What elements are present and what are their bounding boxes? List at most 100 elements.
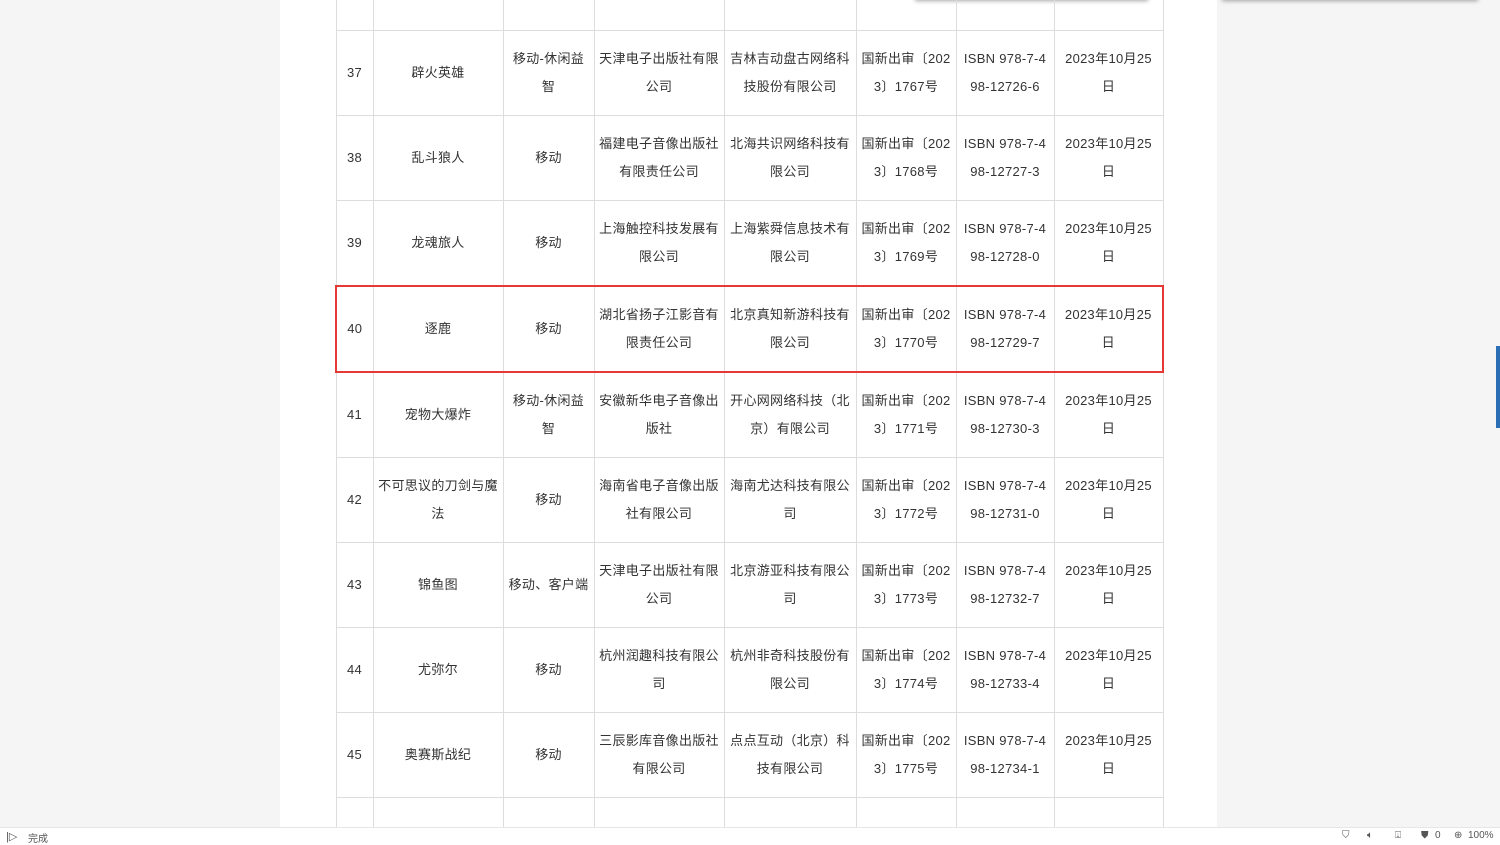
table-row: 42 不可思议的刀剑与魔法 移动 海南省电子音像出版社有限公司 海南尤达科技有限公司 国新… [335, 457, 1164, 543]
status-text: 完成 [28, 834, 48, 845]
cell-isbn: ISBN 978-7-498-12734-1 [955, 712, 1055, 798]
cell-type: 移动 [502, 115, 595, 201]
table-row: 37 辟火英雄 移动-休闲益智 天津电子出版社有限公司 吉林吉动盘古网络科技股份有限公司… [335, 30, 1164, 116]
table-row: 38 乱斗狼人 移动 福建电子音像出版社有限责任公司 北海共识网络科技有限公司 国新出审〔… [335, 115, 1164, 201]
cell-operator: 北京游亚科技有限公司 [723, 542, 857, 628]
table-row: 44 尤弥尔 移动 杭州润趣科技有限公司 杭州非奇科技股份有限公司 国新出审〔2023〕1… [335, 627, 1164, 713]
cell-type: 移动 [502, 627, 595, 713]
cell-name: 辟火英雄 [372, 30, 504, 116]
cell-operator: 上海紫舜信息技术有限公司 [723, 200, 857, 287]
table-row: 45 奥赛斯战纪 移动 三辰影库音像出版社有限公司 点点互动（北京）科技有限公司 国新出审… [335, 712, 1164, 798]
scrollbar-thumb[interactable] [1496, 346, 1500, 428]
cell-name: 不可思议的刀剑与魔法 [372, 457, 504, 543]
sidebar-toggle-icon[interactable]: |▷ [6, 831, 18, 843]
cell-date [1053, 0, 1164, 31]
cell-num: 44 [335, 627, 374, 713]
cell-date: 2023年10月25日 [1053, 712, 1164, 798]
cell-date: 2023年10月25日 [1053, 115, 1164, 201]
cell-num [335, 797, 374, 827]
cell-publisher: 上海触控科技发展有限公司 [593, 200, 725, 287]
cell-num: 43 [335, 542, 374, 628]
cell-type: 移动 [502, 200, 595, 287]
cell-name: 乱斗狼人 [372, 115, 504, 201]
cell-approval: 国新出审〔2023〕1775号 [855, 712, 957, 798]
cell-approval: 国新出审〔2023〕1769号 [855, 200, 957, 287]
ad-count: 0 [1435, 830, 1441, 841]
cell-date: 2023年10月25日 [1053, 200, 1164, 287]
cell-isbn: ISBN 978-7-498-12732-7 [955, 542, 1055, 628]
cell-type: 移动-休闲益智 [502, 371, 595, 458]
cell-approval: 国新出审〔2023〕1770号 [855, 285, 957, 373]
table-row: 40 逐鹿 移动 湖北省扬子江影音有限责任公司 北京真知新游科技有限公司 国新出审〔202… [335, 285, 1164, 373]
cell-publisher: 福建电子音像出版社有限责任公司 [593, 115, 725, 201]
cell-type: 移动 [502, 457, 595, 543]
cell-approval: 国新出审〔2023〕1771号 [855, 371, 957, 458]
cell-approval: 国新出审 [855, 797, 957, 827]
cell-num: 42 [335, 457, 374, 543]
cell-operator: 司 [723, 0, 857, 31]
download-icon[interactable]: ⍗ [1395, 830, 1401, 841]
cell-date: 2023年10月25日 [1053, 542, 1164, 628]
cell-operator: 石家庄酷物语科技开 [723, 797, 857, 827]
zoom-level[interactable]: 100% [1468, 830, 1494, 841]
cell-num: 38 [335, 115, 374, 201]
cell-date: 2023年10月25日 [1053, 30, 1164, 116]
table-row: 责任公司司号498-12725-9 [335, 0, 1164, 31]
cell-isbn: ISBN 978-7- [955, 797, 1055, 827]
game-approval-table: 责任公司司号498-12725-937辟火英雄移动-休闲益智天津电子出版社有限公… [335, 0, 1164, 827]
cell-date: 2023年10月25日 [1053, 285, 1164, 373]
cell-name [372, 0, 504, 31]
table-row: 河北冠林数字出版有石家庄酷物语科技开国新出审ISBN 978-7- [335, 797, 1164, 827]
cell-approval: 国新出审〔2023〕1768号 [855, 115, 957, 201]
cell-publisher: 海南省电子音像出版社有限公司 [593, 457, 725, 543]
cell-approval: 国新出审〔2023〕1767号 [855, 30, 957, 116]
shield-icon[interactable]: ⛉ [1342, 830, 1350, 841]
cell-type [502, 0, 595, 31]
cell-type: 移动-休闲益智 [502, 30, 595, 116]
cell-type: 移动 [502, 285, 595, 373]
cell-name: 逐鹿 [372, 285, 504, 373]
cell-publisher: 三辰影库音像出版社有限公司 [593, 712, 725, 798]
table-row: 43 锦鱼图 移动、客户端 天津电子出版社有限公司 北京游亚科技有限公司 国新出审〔202… [335, 542, 1164, 628]
speaker-icon[interactable]: 🔈︎ [1367, 830, 1373, 841]
cell-isbn: ISBN 978-7-498-12733-4 [955, 627, 1055, 713]
cell-num: 39 [335, 200, 374, 287]
zoom-icon[interactable]: ⊕ [1454, 830, 1463, 841]
cell-operator: 点点互动（北京）科技有限公司 [723, 712, 857, 798]
cell-name [372, 797, 504, 827]
status-bar: |▷ 完成 ⛉ 🔈︎ ⍗ ⛊ 0 ⊕ 100% [0, 827, 1500, 845]
cell-type: 移动、客户端 [502, 542, 595, 628]
cell-operator: 北京真知新游科技有限公司 [723, 285, 857, 373]
cell-date: 2023年10月25日 [1053, 627, 1164, 713]
cell-publisher: 湖北省扬子江影音有限责任公司 [593, 285, 725, 373]
cell-publisher: 河北冠林数字出版有 [593, 797, 725, 827]
cell-isbn: ISBN 978-7-498-12726-6 [955, 30, 1055, 116]
table-row: 39 龙魂旅人 移动 上海触控科技发展有限公司 上海紫舜信息技术有限公司 国新出审〔202… [335, 200, 1164, 287]
cell-operator: 北海共识网络科技有限公司 [723, 115, 857, 201]
cell-isbn: 498-12725-9 [955, 0, 1055, 31]
cell-publisher: 天津电子出版社有限公司 [593, 542, 725, 628]
cell-isbn: ISBN 978-7-498-12729-7 [955, 285, 1055, 373]
ad-block-icon[interactable]: ⛊ [1421, 830, 1429, 841]
cell-type: 移动 [502, 712, 595, 798]
cell-num [335, 0, 374, 31]
cell-num: 45 [335, 712, 374, 798]
cell-name: 奥赛斯战纪 [372, 712, 504, 798]
cell-isbn: ISBN 978-7-498-12730-3 [955, 371, 1055, 458]
cell-name: 锦鱼图 [372, 542, 504, 628]
document-page: 责任公司司号498-12725-937辟火英雄移动-休闲益智天津电子出版社有限公… [280, 0, 1217, 827]
cell-isbn: ISBN 978-7-498-12728-0 [955, 200, 1055, 287]
cell-publisher: 安徽新华电子音像出版社 [593, 371, 725, 458]
cell-approval: 国新出审〔2023〕1774号 [855, 627, 957, 713]
cell-num: 40 [335, 285, 374, 373]
cell-name: 龙魂旅人 [372, 200, 504, 287]
cell-approval: 国新出审〔2023〕1773号 [855, 542, 957, 628]
cell-date: 2023年10月25日 [1053, 457, 1164, 543]
cell-isbn: ISBN 978-7-498-12731-0 [955, 457, 1055, 543]
table-row: 41 宠物大爆炸 移动-休闲益智 安徽新华电子音像出版社 开心网网络科技（北京）有限公司… [335, 371, 1164, 458]
cell-date [1053, 797, 1164, 827]
cell-name: 宠物大爆炸 [372, 371, 504, 458]
cell-num: 41 [335, 371, 374, 458]
cell-publisher: 杭州润趣科技有限公司 [593, 627, 725, 713]
cell-isbn: ISBN 978-7-498-12727-3 [955, 115, 1055, 201]
